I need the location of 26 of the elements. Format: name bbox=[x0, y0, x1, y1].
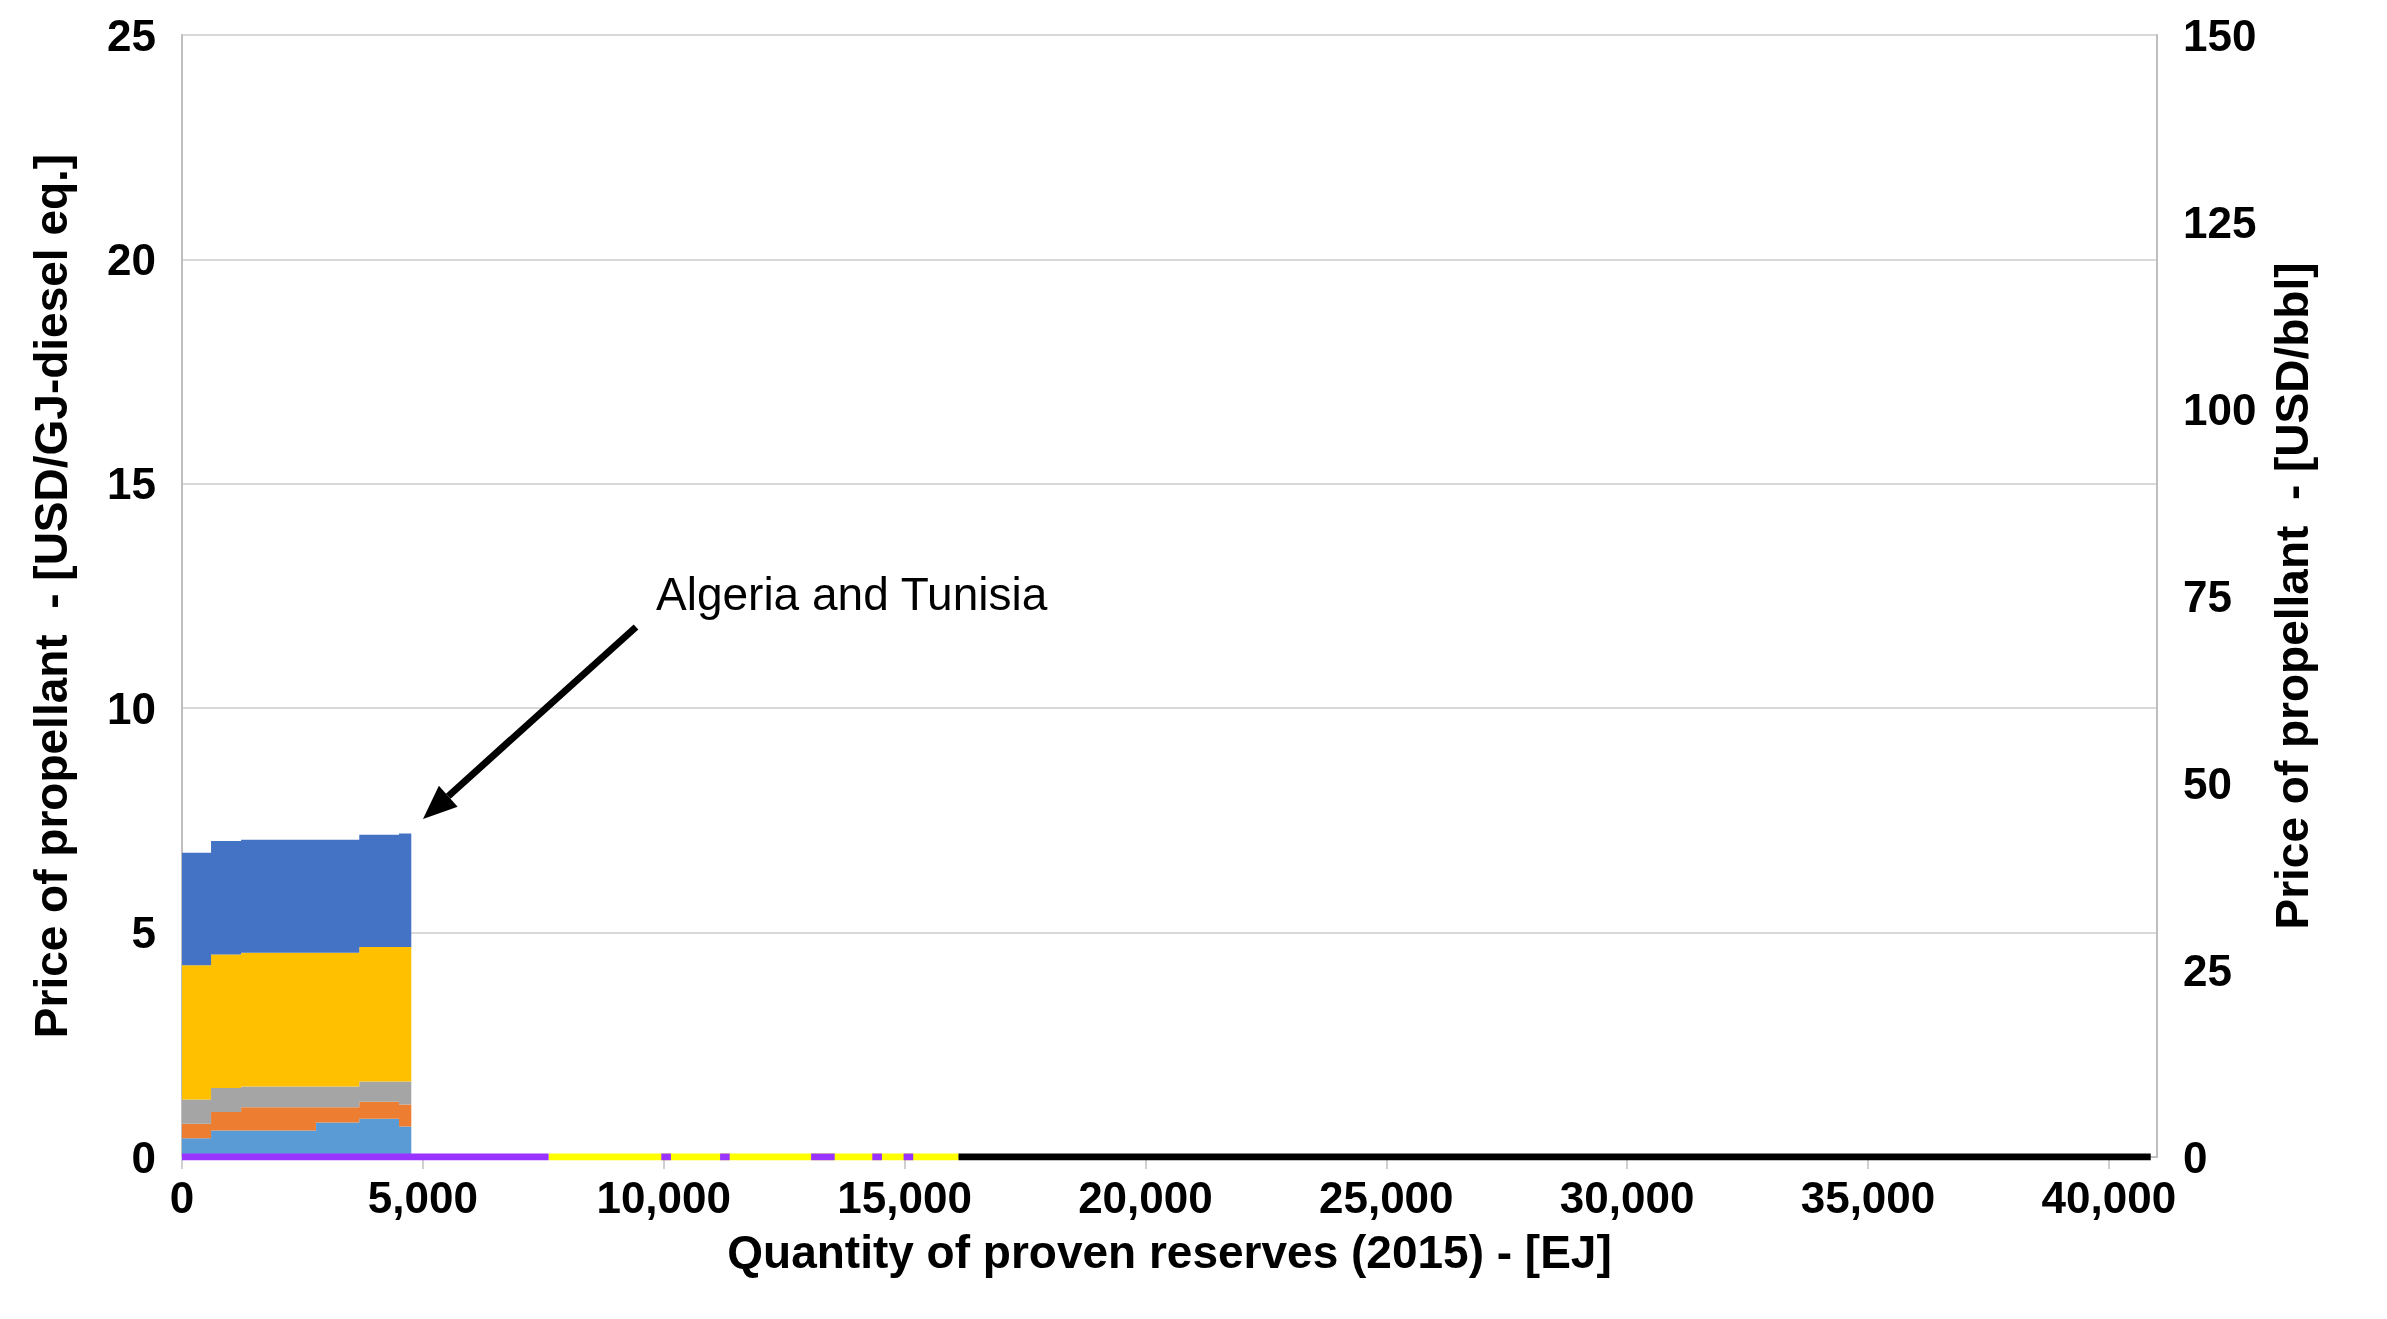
y2-tick-label: 0 bbox=[2183, 1132, 2208, 1182]
y-tick-label: 25 bbox=[107, 10, 156, 60]
y2-tick-label: 50 bbox=[2183, 758, 2232, 808]
x-axis-title: Quantity of proven reserves (2015) - [EJ] bbox=[727, 1226, 1612, 1278]
y2-tick-label: 75 bbox=[2183, 571, 2232, 621]
y2-tick-label: 125 bbox=[2183, 197, 2257, 247]
annotation: Algeria and Tunisia bbox=[656, 568, 1048, 620]
y-tick-label: 5 bbox=[131, 908, 156, 958]
x-tick-label: 5,000 bbox=[367, 1172, 478, 1222]
x-tick-label: 40,000 bbox=[2041, 1172, 2177, 1222]
x-tick-label: 0 bbox=[169, 1172, 195, 1222]
x-tick-label: 25,000 bbox=[1318, 1172, 1454, 1222]
x-tick-label: 30,000 bbox=[1559, 1172, 1695, 1222]
x-tick-label: 10,000 bbox=[596, 1172, 731, 1222]
y-tick-label: 15 bbox=[107, 459, 156, 509]
y2-tick-label: 150 bbox=[2183, 10, 2257, 60]
x-tick-label: 35,000 bbox=[1800, 1172, 1936, 1222]
y-tick-label: 0 bbox=[131, 1132, 156, 1182]
y2-tick-label: 100 bbox=[2183, 384, 2257, 434]
x-tick-label: 20,000 bbox=[1078, 1172, 1213, 1222]
y2-axis-title: Price of propellant - [USD/bbl] bbox=[2266, 262, 2318, 930]
y2-tick-label: 25 bbox=[2183, 945, 2232, 995]
y-axis-title: Price of propellant - [USD/GJ-diesel eq.] bbox=[25, 153, 77, 1039]
y-tick-label: 10 bbox=[107, 683, 156, 733]
x-tick-label: 15,000 bbox=[837, 1172, 972, 1222]
y-tick-label: 20 bbox=[107, 234, 156, 284]
